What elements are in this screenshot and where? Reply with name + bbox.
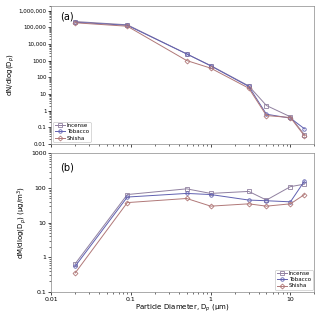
Shisha (265, 114, 268, 117)
Shisha (209, 66, 212, 70)
X-axis label: Particle Diameter, D$_p$ (μm): Particle Diameter, D$_p$ (μm) (135, 303, 230, 315)
Tobacco (73, 20, 77, 24)
Incense (289, 115, 292, 119)
Y-axis label: dM/dlog(D$_p$) (μg/m$^3$): dM/dlog(D$_p$) (μg/m$^3$) (16, 186, 29, 259)
Incense (209, 191, 212, 195)
Tobacco (303, 127, 307, 131)
Y-axis label: dN/dlog(D$_p$): dN/dlog(D$_p$) (5, 53, 17, 96)
Tobacco (185, 191, 188, 195)
Incense (125, 23, 129, 27)
Line: Tobacco: Tobacco (74, 20, 306, 131)
Shisha (289, 116, 292, 119)
Shisha (185, 59, 188, 62)
Incense (303, 133, 307, 137)
Tobacco (125, 23, 129, 27)
Tobacco (73, 264, 77, 268)
Incense (303, 182, 307, 186)
Shisha (303, 193, 307, 196)
Incense (265, 198, 268, 202)
Shisha (73, 21, 77, 25)
Tobacco (265, 112, 268, 116)
Legend: Incense, Tobacco, Shisha: Incense, Tobacco, Shisha (53, 122, 91, 142)
Line: Tobacco: Tobacco (74, 179, 306, 268)
Tobacco (247, 198, 251, 202)
Line: Incense: Incense (74, 20, 306, 137)
Tobacco (247, 84, 251, 88)
Tobacco (289, 116, 292, 120)
Incense (247, 84, 251, 88)
Shisha (209, 204, 212, 208)
Shisha (247, 86, 251, 90)
Tobacco (185, 52, 188, 56)
Tobacco (265, 199, 268, 203)
Text: (a): (a) (60, 11, 74, 21)
Incense (125, 193, 129, 196)
Shisha (247, 202, 251, 206)
Incense (185, 187, 188, 191)
Shisha (125, 24, 129, 28)
Line: Shisha: Shisha (74, 21, 306, 138)
Tobacco (303, 179, 307, 183)
Tobacco (289, 200, 292, 204)
Legend: Incense, Tobacco, Shisha: Incense, Tobacco, Shisha (275, 269, 313, 290)
Tobacco (209, 193, 212, 196)
Incense (73, 262, 77, 266)
Shisha (265, 204, 268, 208)
Tobacco (209, 64, 212, 68)
Text: (b): (b) (60, 163, 74, 172)
Incense (73, 20, 77, 23)
Shisha (73, 271, 77, 275)
Line: Incense: Incense (74, 182, 306, 265)
Incense (209, 64, 212, 68)
Incense (265, 104, 268, 108)
Incense (247, 189, 251, 193)
Line: Shisha: Shisha (74, 193, 306, 275)
Shisha (289, 202, 292, 206)
Shisha (303, 134, 307, 138)
Shisha (125, 201, 129, 204)
Tobacco (125, 195, 129, 199)
Shisha (185, 196, 188, 200)
Incense (185, 52, 188, 56)
Incense (289, 185, 292, 188)
